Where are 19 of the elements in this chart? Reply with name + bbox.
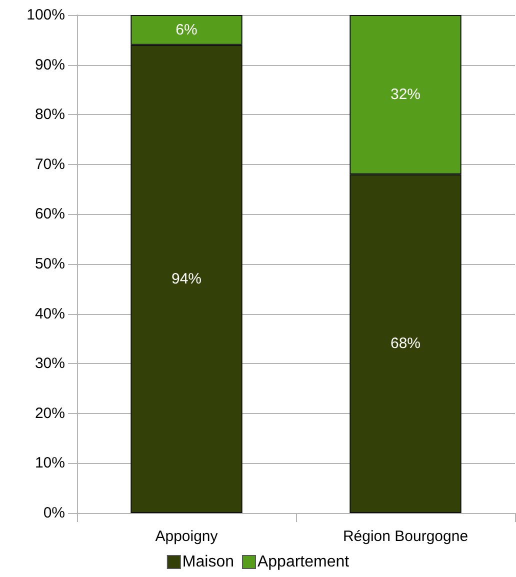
y-tick-label: 50% — [34, 256, 65, 272]
y-tick-label: 90% — [34, 56, 65, 74]
y-tick-label: 40% — [34, 305, 65, 322]
y-tick-label: 10% — [34, 454, 65, 472]
data-label: 32% — [390, 86, 421, 104]
x-tick-label: Appoigny — [155, 528, 218, 545]
data-label: 94% — [171, 270, 202, 288]
data-label: 68% — [390, 335, 421, 352]
x-tick-label: Région Bourgogne — [342, 528, 468, 545]
y-tick-label: 60% — [34, 206, 65, 223]
data-label: 6% — [176, 21, 198, 38]
y-tick-label: 100% — [26, 6, 65, 24]
y-tick-label: 0% — [43, 504, 65, 522]
legend-label: Maison — [182, 554, 234, 570]
y-tick-label: 30% — [34, 355, 65, 372]
y-tick-label: 70% — [34, 156, 65, 173]
y-tick-label: 20% — [34, 404, 65, 422]
legend-label: Appartement — [257, 554, 350, 570]
y-tick-label: 80% — [34, 106, 65, 124]
